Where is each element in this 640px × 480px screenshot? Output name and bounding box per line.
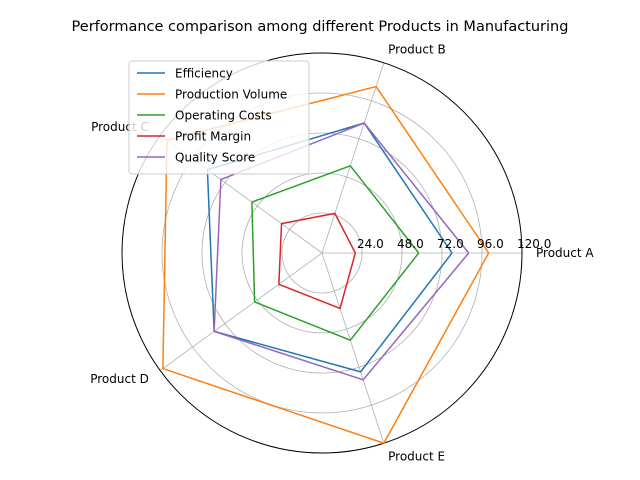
outer-ring — [121, 52, 523, 454]
series-line-3 — [251, 165, 420, 341]
legend-label-1: Efficiency — [175, 67, 233, 81]
legend-label-5: Quality Score — [175, 151, 255, 165]
series-line-2 — [162, 85, 490, 444]
category-label-5: Product E — [388, 450, 445, 464]
series-line-5 — [213, 122, 470, 381]
spoke-4 — [159, 252, 323, 371]
radial-tick-label-5: 120.0 — [517, 237, 551, 251]
spoke-2 — [321, 62, 385, 254]
grid-ring-4 — [161, 92, 483, 414]
radial-tick-label-3: 72.0 — [437, 237, 464, 251]
series-line-4 — [278, 212, 357, 310]
series-line-1 — [206, 122, 453, 373]
category-label-4: Product D — [90, 372, 149, 386]
legend-label-4: Profit Margin — [175, 130, 251, 144]
radial-tick-label-4: 96.0 — [477, 237, 504, 251]
chart-title: Performance comparison among different P… — [72, 19, 569, 35]
grid-ring-2 — [241, 172, 403, 334]
legend-label-3: Operating Costs — [175, 109, 272, 123]
category-label-2: Product B — [388, 42, 446, 56]
series-lines — [162, 85, 490, 444]
legend-label-2: Production Volume — [175, 88, 287, 102]
grid-ring-3 — [201, 132, 443, 374]
category-label-1: Product A — [536, 246, 594, 260]
spoke-5 — [321, 252, 385, 444]
legend: Efficiency Production Volume Operating Cos… — [128, 60, 310, 175]
radial-tick-label-1: 24.0 — [357, 237, 384, 251]
polar-grid — [121, 52, 523, 454]
radial-tick-label-2: 48.0 — [397, 237, 424, 251]
legend-box — [128, 60, 310, 175]
grid-ring-1 — [281, 212, 363, 294]
